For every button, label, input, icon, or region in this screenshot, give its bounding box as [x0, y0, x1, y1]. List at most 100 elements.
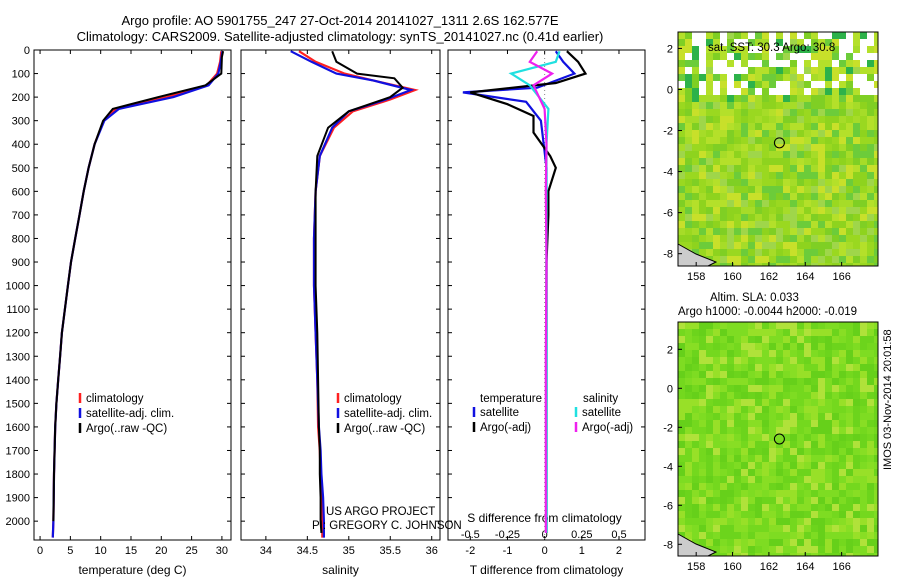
sla-map-cell: [706, 441, 713, 448]
sst-map-cell: [839, 95, 846, 102]
sla-map-cell: [734, 350, 741, 357]
sst-map-cell: [762, 102, 769, 109]
sla-map-cell: [867, 462, 874, 469]
series-line-temperature-satellite: [462, 50, 577, 533]
sla-map-cell: [832, 497, 839, 504]
sst-map-cell: [846, 207, 853, 214]
sst-map-cell: [790, 158, 797, 165]
sla-map-cell: [699, 434, 706, 441]
sla-map-cell: [804, 336, 811, 343]
sst-map-cell: [748, 88, 755, 95]
sst-map-cell: [846, 158, 853, 165]
sst-map-cell: [811, 172, 818, 179]
sst-map-cell: [678, 67, 685, 74]
sla-map-cell: [692, 490, 699, 497]
sla-map-cell: [825, 511, 832, 518]
sla-map-cell: [846, 392, 853, 399]
sst-map-cell: [860, 123, 867, 130]
sst-map-cell: [692, 81, 699, 88]
sla-map-cell: [769, 462, 776, 469]
sla-map-cell: [874, 483, 878, 490]
sst-map-cell: [748, 186, 755, 193]
sla-map-cell: [811, 490, 818, 497]
sla-map-cell: [762, 427, 769, 434]
sla-map-cell: [811, 350, 818, 357]
sst-map-cell: [762, 32, 769, 39]
sla-map-cell: [839, 434, 846, 441]
sla-map-cell: [804, 490, 811, 497]
sst-map-cell: [825, 137, 832, 144]
sla-map-cell: [755, 518, 762, 525]
sla-map-cell: [699, 322, 706, 329]
sst-map-cell: [713, 179, 720, 186]
sst-map-cell: [783, 193, 790, 200]
sla-map-cell: [769, 469, 776, 476]
sst-map-cell: [727, 186, 734, 193]
sst-map-cell: [685, 74, 692, 81]
sst-map-cell: [776, 109, 783, 116]
sst-map-cell: [678, 228, 685, 235]
sla-map-cell: [762, 385, 769, 392]
sst-map-cell: [860, 67, 867, 74]
sst-map-cell: [867, 242, 874, 249]
sla-map-cell: [797, 399, 804, 406]
sla-map-cell: [762, 322, 769, 329]
sst-map-cell: [699, 151, 706, 158]
sla-map-cell: [811, 476, 818, 483]
sst-map-cell: [713, 228, 720, 235]
sla-map-cell: [678, 490, 685, 497]
sla-map-cell: [832, 406, 839, 413]
sla-map-cell: [727, 553, 734, 556]
sst-map-cell: [846, 221, 853, 228]
sst-map-cell: [867, 81, 874, 88]
sst-map-cell: [685, 151, 692, 158]
sst-map-cell: [874, 130, 878, 137]
sla-map-cell: [804, 364, 811, 371]
sla-map-cell: [804, 378, 811, 385]
sla-map-cell: [867, 525, 874, 532]
sla-map-cell: [692, 462, 699, 469]
sst-map-cell: [713, 249, 720, 256]
sla-map-cell: [713, 490, 720, 497]
y-tick-label: 1000: [6, 281, 30, 293]
sla-map-cell: [734, 490, 741, 497]
y-tick-label: 1600: [6, 422, 30, 434]
sla-map-cell: [769, 378, 776, 385]
sst-map-cell: [790, 116, 797, 123]
sla-map-cell: [797, 343, 804, 350]
sst-map-cell: [699, 200, 706, 207]
sst-map-cell: [748, 32, 755, 39]
series-line-climatology: [51, 51, 223, 538]
sst-map-cell: [839, 123, 846, 130]
sst-map-cell: [727, 193, 734, 200]
sst-map-cell: [727, 214, 734, 221]
sst-map-cell: [783, 95, 790, 102]
sst-map-cell: [769, 214, 776, 221]
sla-map-cell: [685, 336, 692, 343]
sst-map-cell: [776, 116, 783, 123]
sst-map-cell: [818, 186, 825, 193]
sla-map-cell: [853, 546, 860, 553]
sst-map-cell: [741, 137, 748, 144]
sla-map-cell: [860, 483, 867, 490]
sst-map-cell: [734, 263, 741, 266]
sst-map-cell: [776, 242, 783, 249]
sla-map-cell: [720, 483, 727, 490]
sla-map-cell: [685, 525, 692, 532]
sla-map-cell: [797, 490, 804, 497]
sst-map-cell: [734, 60, 741, 67]
sla-map-cell: [706, 504, 713, 511]
sst-map-cell: [804, 46, 811, 53]
sla-map-cell: [741, 336, 748, 343]
sst-map-cell: [839, 263, 846, 266]
sla-map-cell: [811, 413, 818, 420]
sst-map-cell: [748, 53, 755, 60]
sst-map-cell: [825, 32, 832, 39]
sla-map-y-tick-label: -6: [663, 500, 673, 512]
sst-map-cell: [727, 263, 734, 266]
sst-map-cell: [846, 165, 853, 172]
sst-map-cell: [706, 46, 713, 53]
sla-map-cell: [839, 343, 846, 350]
sla-map-cell: [741, 427, 748, 434]
sla-map-cell: [699, 385, 706, 392]
